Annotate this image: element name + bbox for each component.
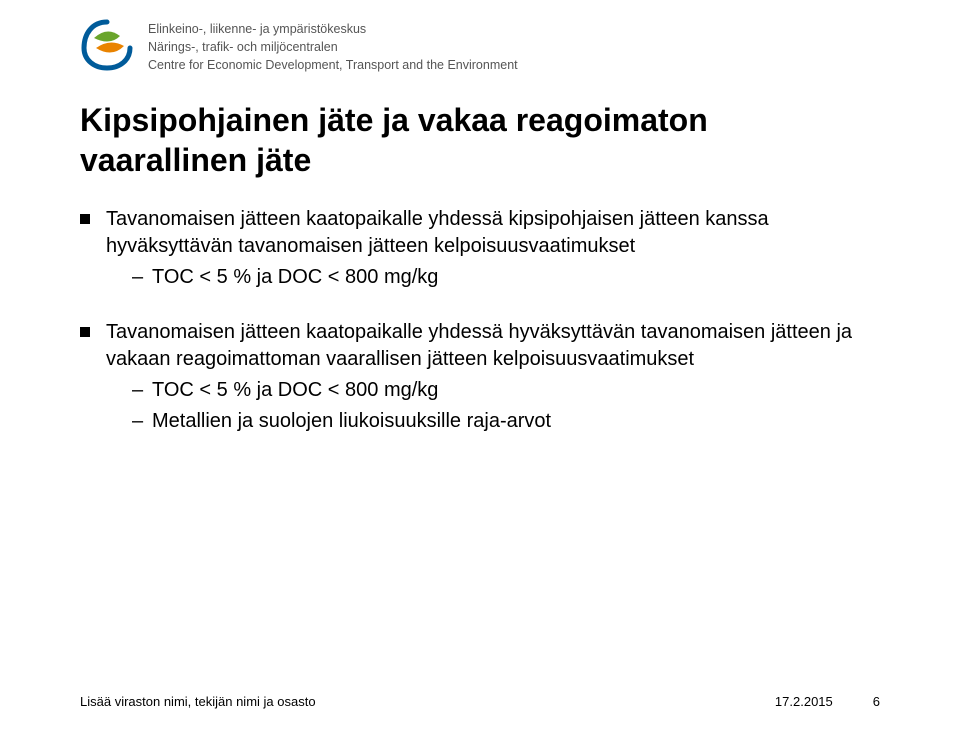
footer-left: Lisää viraston nimi, tekijän nimi ja osa… (80, 694, 316, 709)
footer-date: 17.2.2015 (775, 694, 833, 709)
page-title: Kipsipohjainen jäte ja vakaa reagoimaton… (0, 74, 960, 180)
org-line-3: Centre for Economic Development, Transpo… (148, 56, 518, 74)
footer: Lisää viraston nimi, tekijän nimi ja osa… (80, 694, 880, 709)
title-line-2: vaarallinen jäte (80, 142, 311, 178)
bullet-2: Tavanomaisen jätteen kaatopaikalle yhdes… (80, 319, 880, 435)
bullet-2-sub-2: Metallien ja suolojen liukoisuuksille ra… (132, 408, 880, 435)
content-body: Tavanomaisen jätteen kaatopaikalle yhdes… (0, 180, 960, 435)
bullet-2-text: Tavanomaisen jätteen kaatopaikalle yhdes… (106, 321, 852, 370)
header: Elinkeino-, liikenne- ja ympäristökeskus… (0, 0, 960, 74)
org-line-1: Elinkeino-, liikenne- ja ympäristökeskus (148, 20, 518, 38)
bullet-1-text: Tavanomaisen jätteen kaatopaikalle yhdes… (106, 208, 769, 257)
bullet-1-sub-1: TOC < 5 % ja DOC < 800 mg/kg (132, 264, 880, 291)
ely-logo-icon (80, 18, 134, 72)
title-line-1: Kipsipohjainen jäte ja vakaa reagoimaton (80, 102, 708, 138)
bullet-2-sub-1: TOC < 5 % ja DOC < 800 mg/kg (132, 377, 880, 404)
org-name-block: Elinkeino-, liikenne- ja ympäristökeskus… (148, 18, 518, 74)
org-line-2: Närings-, trafik- och miljöcentralen (148, 38, 518, 56)
bullet-1: Tavanomaisen jätteen kaatopaikalle yhdes… (80, 206, 880, 291)
footer-page: 6 (873, 694, 880, 709)
